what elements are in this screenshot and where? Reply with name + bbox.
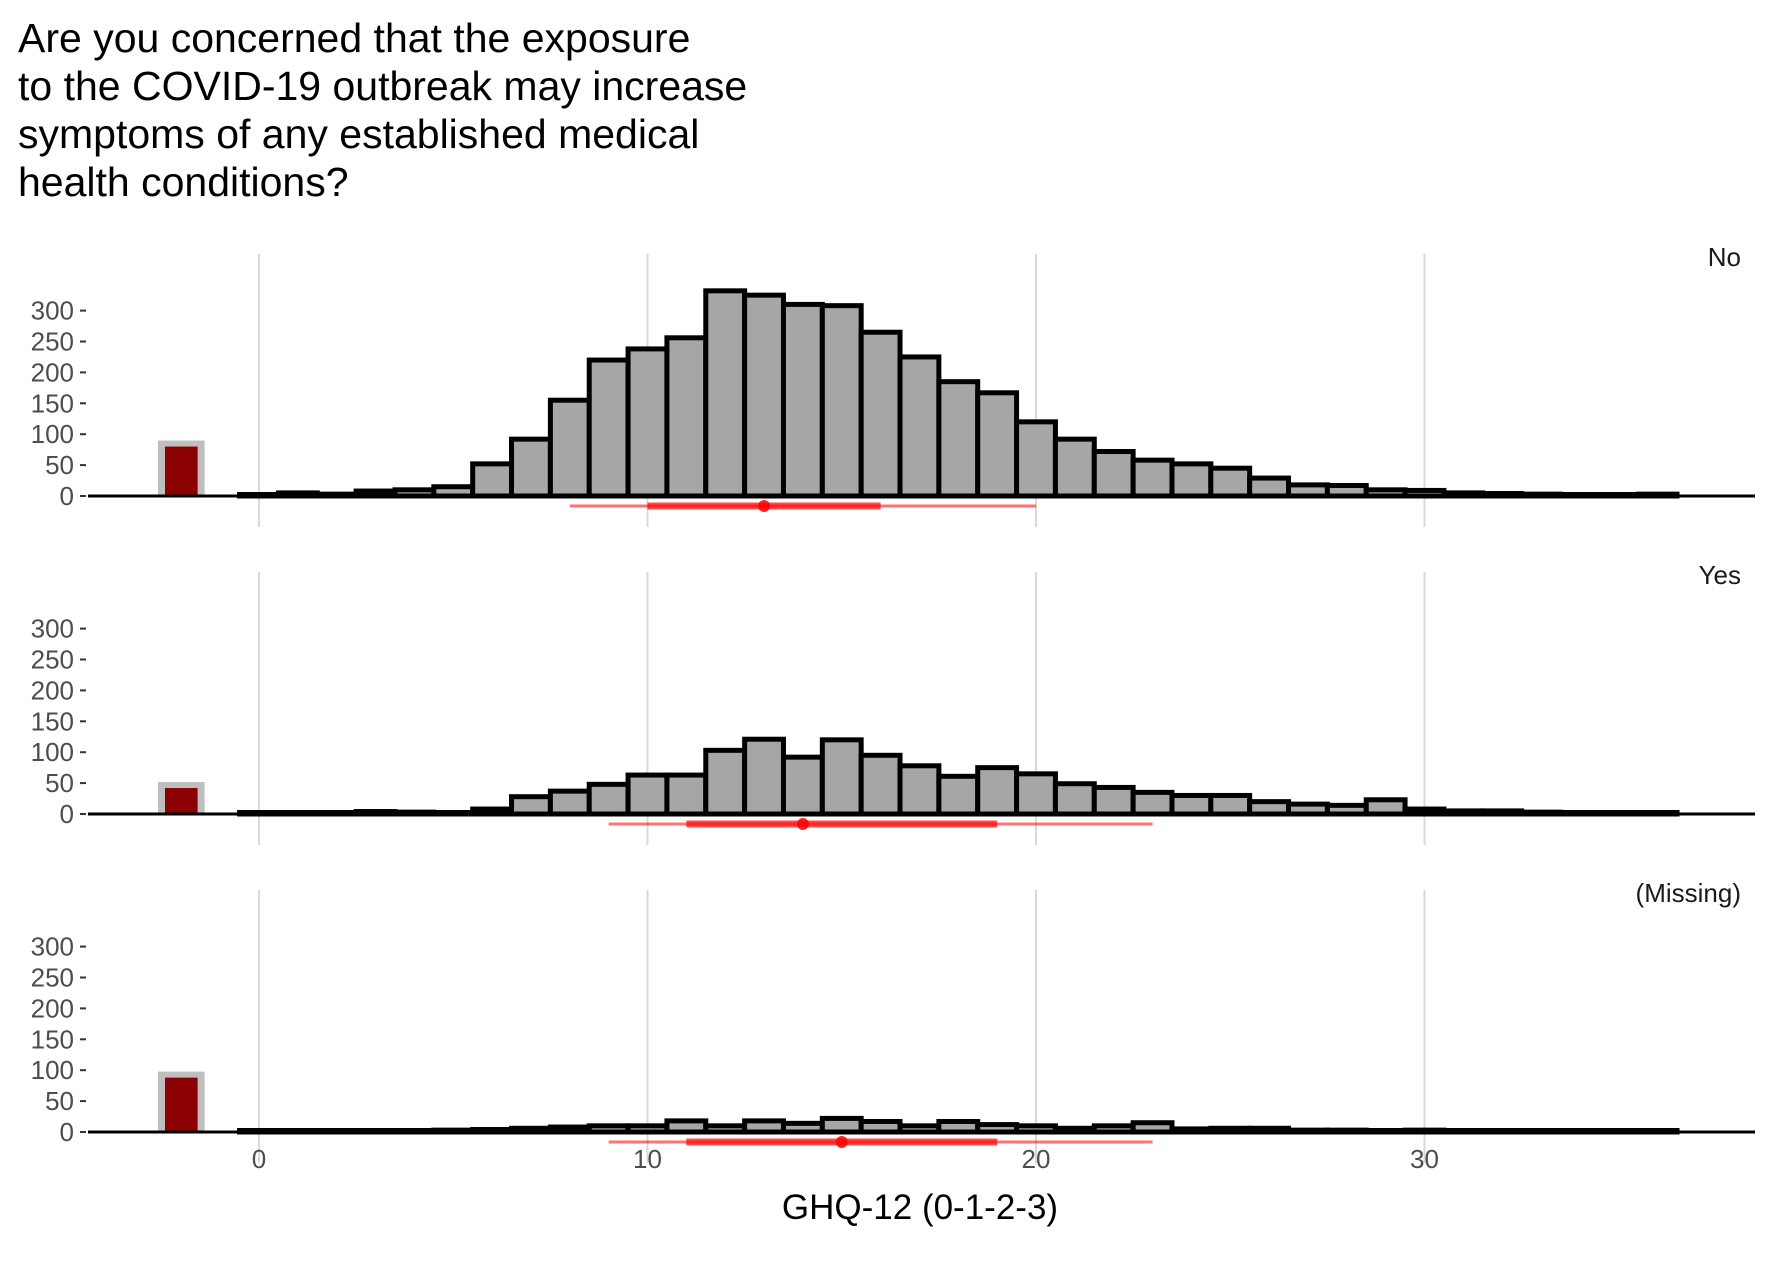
histogram-bar [1169,461,1214,499]
y-tick-label: 200 [31,675,74,705]
y-tick-label: 100 [31,1055,74,1085]
histogram-bar [1014,419,1058,499]
histogram-bar [1247,475,1292,499]
y-tick-label: 250 [31,645,74,675]
histogram-bar [664,335,709,499]
y-tick-label: 300 [31,614,74,644]
histogram-bar [1130,789,1175,817]
y-tick-label: 200 [31,357,74,387]
histogram-bar [975,765,1020,817]
histogram-bar [897,354,942,499]
y-tick-label: 150 [31,388,74,418]
y-tick-label: 0 [60,1117,74,1147]
y-tick-label: 50 [45,768,74,798]
facet-label: Yes [1699,560,1741,590]
histogram-bar [1091,784,1136,817]
histogram-bar [664,1118,709,1135]
histogram-bar [509,794,553,817]
histogram-bar [819,737,864,817]
histogram-bar [1363,797,1408,817]
y-tick-label: 250 [31,327,74,357]
x-tick-label: 30 [1410,1144,1439,1174]
facet-label: No [1708,242,1741,272]
x-tick-label: 10 [633,1144,662,1174]
y-tick-label: 100 [31,419,74,449]
y-tick-label: 150 [31,706,74,736]
histogram-bar [1286,482,1330,499]
histogram-bar [936,379,981,499]
histogram-bar [742,736,786,817]
histogram-bar [742,292,786,499]
histogram-bar [1208,792,1253,817]
histogram-bar [897,763,942,817]
y-tick-label: 150 [31,1024,74,1054]
histogram-bar [470,461,515,499]
histogram-bar [547,788,592,817]
histogram-bar [1091,449,1136,499]
y-tick-label: 50 [45,1086,74,1116]
histogram-bar [975,390,1020,499]
histogram-bar [586,357,631,499]
summary-median-point [758,500,771,512]
histogram-bar [780,754,825,817]
histogram-bar [625,772,670,817]
missing-bar [164,1077,198,1132]
y-tick-label: 300 [31,932,74,962]
facet-label: (Missing) [1636,878,1741,908]
x-tick-label: 0 [252,1144,266,1174]
y-tick-label: 0 [60,799,74,829]
histogram-bar [1324,482,1369,499]
histogram-bar [780,301,825,499]
histogram-bar [703,747,748,817]
y-tick-label: 300 [31,296,74,326]
summary-median-point [796,818,809,830]
y-tick-label: 50 [45,450,74,480]
missing-bar [164,788,198,814]
y-tick-label: 100 [31,737,74,767]
histogram-bar [664,772,709,817]
y-tick-label: 250 [31,963,74,993]
chart-title: Are you concerned that the exposure to t… [18,15,748,205]
histogram-bar [936,773,981,817]
y-tick-label: 200 [31,993,74,1023]
histogram-bar [625,346,670,499]
histogram-bar [819,303,864,499]
histogram-bar [858,329,903,499]
histogram-bar [742,1118,786,1135]
y-tick-label: 0 [60,481,74,511]
histogram-bar [1052,436,1097,499]
histogram-bar [1169,792,1214,817]
histogram-bar [858,752,903,817]
histogram-bar [1052,781,1097,817]
histogram-bar [1208,465,1253,499]
x-tick-label: 20 [1022,1144,1051,1174]
histogram-bar [703,288,748,499]
histogram-bar [819,1115,864,1135]
summary-median-point [835,1136,848,1148]
histogram-bar [1247,799,1292,817]
histogram-bar [1130,457,1175,499]
missing-bar [164,446,198,496]
x-axis-title: GHQ-12 (0-1-2-3) [782,1188,1058,1227]
histogram-bar [586,781,631,817]
histogram-bar [936,1118,981,1135]
histogram-bar [547,397,592,499]
histogram-bar [509,436,553,499]
histogram-bar [1014,771,1058,817]
histogram-bar [858,1118,903,1135]
